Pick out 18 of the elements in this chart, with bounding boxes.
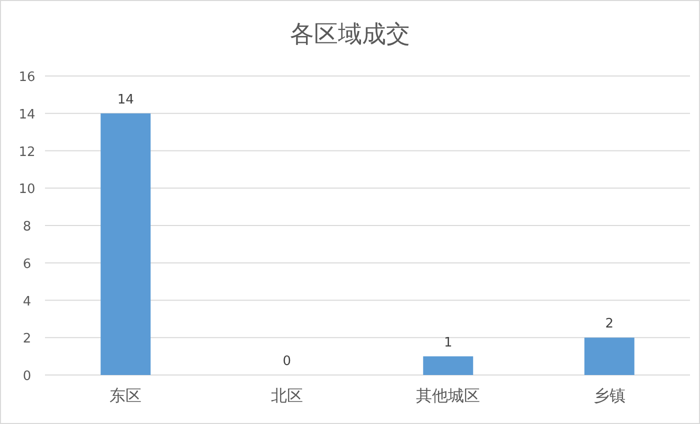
- xtick: 其他城区: [416, 386, 480, 405]
- data-label: 14: [117, 92, 134, 108]
- ytick: 14: [18, 107, 36, 122]
- xtick: 乡镇: [593, 386, 626, 405]
- ytick: 0: [22, 369, 32, 384]
- data-label: 2: [605, 316, 614, 332]
- ytick: 2: [22, 332, 32, 347]
- ytick: 8: [22, 220, 32, 234]
- ytick: 4: [22, 294, 32, 310]
- xtick: 北区: [270, 386, 303, 405]
- ytick: 12: [18, 144, 36, 160]
- data-label: 1: [444, 335, 452, 350]
- ytick: 6: [22, 256, 32, 272]
- ytick: 16: [18, 70, 36, 85]
- data-label: 0: [282, 354, 292, 369]
- title: 各区域成交: [290, 20, 410, 48]
- ytick: 10: [18, 182, 36, 198]
- xtick: 东区: [110, 386, 142, 405]
